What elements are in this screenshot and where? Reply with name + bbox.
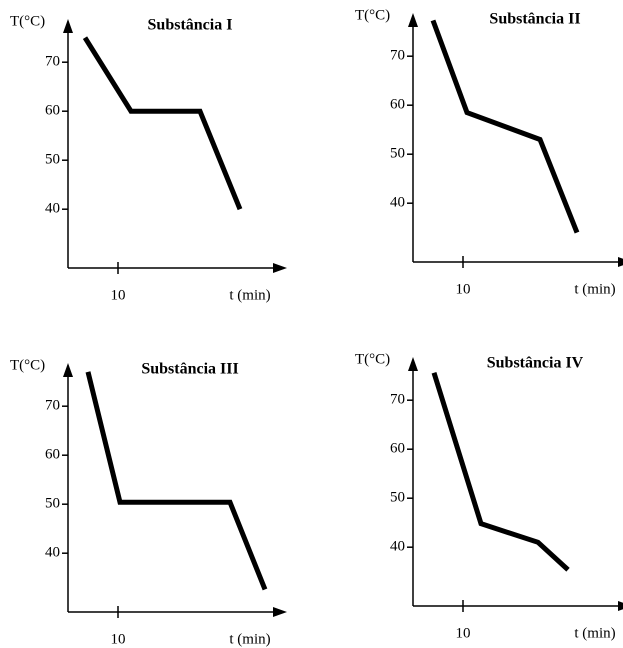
- y-tick-label: 40: [390, 195, 405, 211]
- y-tick-label: 60: [390, 441, 405, 457]
- x-axis-label: t (min): [574, 625, 615, 641]
- x-axis-arrow: [273, 263, 287, 273]
- x-axis-label: t (min): [574, 281, 615, 297]
- chart-title: Substância IV: [487, 355, 584, 372]
- y-axis-arrow: [408, 357, 418, 371]
- chart-panel: 40 50 60 70 10 T(°C) t (min) Substância III: [10, 357, 287, 647]
- y-tick-label: 50: [45, 496, 60, 512]
- y-axis-label: T(°C): [355, 351, 390, 367]
- x-tick-label: 10: [111, 631, 126, 647]
- y-tick-label: 40: [45, 545, 60, 561]
- x-tick-label: 10: [456, 281, 471, 297]
- y-axis-arrow: [63, 363, 73, 377]
- chart-title: Substância III: [141, 361, 238, 378]
- x-axis-arrow: [618, 601, 623, 611]
- chart-title: Substância I: [148, 17, 233, 34]
- x-axis-arrow: [618, 257, 623, 267]
- x-axis-arrow: [273, 607, 287, 617]
- y-tick-label: 40: [390, 539, 405, 555]
- y-axis-label: T(°C): [10, 13, 45, 29]
- y-tick-label: 60: [390, 97, 405, 113]
- x-axis-label: t (min): [229, 287, 270, 303]
- x-axis-label: t (min): [229, 631, 270, 647]
- y-axis-arrow: [63, 19, 73, 33]
- y-tick-label: 70: [390, 48, 405, 64]
- y-tick-label: 50: [45, 152, 60, 168]
- chart-panel: 40 50 60 70 10 T(°C) t (min) Substância I: [10, 13, 287, 303]
- y-axis-arrow: [408, 13, 418, 27]
- y-tick-label: 70: [390, 392, 405, 408]
- x-tick-label: 10: [111, 287, 126, 303]
- data-line: [430, 19, 580, 234]
- data-line: [85, 371, 268, 591]
- chart-title: Substância II: [489, 11, 580, 28]
- x-tick-label: 10: [456, 625, 471, 641]
- y-tick-label: 60: [45, 447, 60, 463]
- y-axis-label: T(°C): [10, 357, 45, 373]
- y-axis-label: T(°C): [355, 7, 390, 23]
- y-tick-label: 50: [390, 146, 405, 162]
- data-line: [431, 372, 570, 572]
- chart-panel: 40 50 60 70 10 T(°C) t (min) Substância II: [355, 7, 623, 297]
- y-tick-label: 70: [45, 398, 60, 414]
- chart-panel: 40 50 60 70 10 T(°C) t (min) Substância IV: [355, 351, 623, 641]
- y-tick-label: 70: [45, 54, 60, 70]
- y-tick-label: 60: [45, 103, 60, 119]
- data-line: [82, 36, 243, 211]
- y-tick-label: 40: [45, 201, 60, 217]
- y-tick-label: 50: [390, 490, 405, 506]
